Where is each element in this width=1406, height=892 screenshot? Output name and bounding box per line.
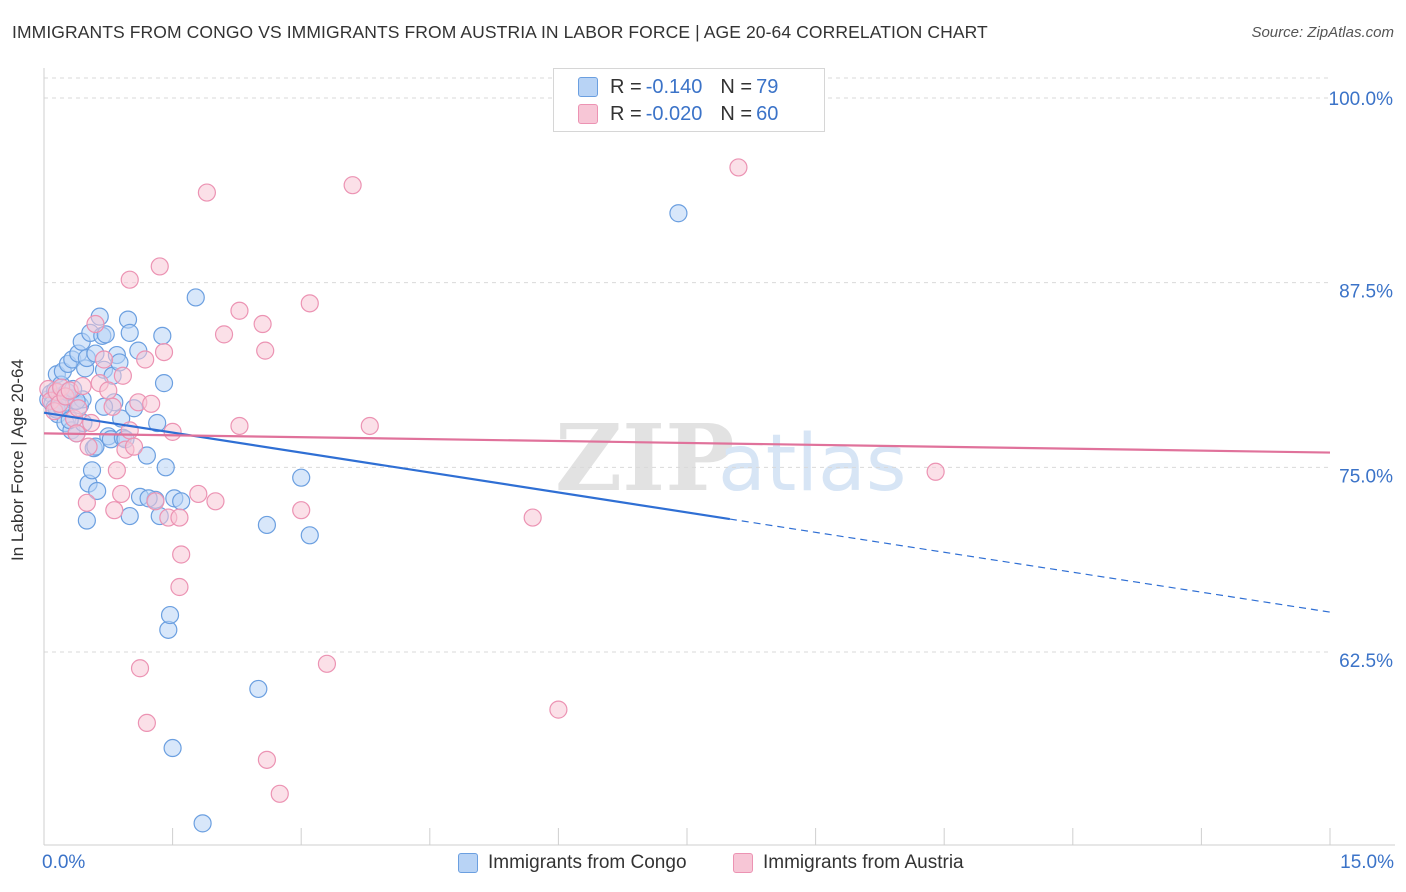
y-tick-label: 87.5% [1339, 282, 1393, 303]
legend-n-key: N = [720, 102, 753, 125]
point-austria [69, 399, 88, 418]
point-austria [256, 341, 275, 360]
series-swatch-austria [733, 853, 753, 873]
correlation-legend: R = -0.140 N = 79 R = -0.020 N = 60 [553, 68, 825, 132]
point-congo [137, 446, 156, 465]
point-austria [170, 577, 189, 597]
point-austria [729, 158, 748, 177]
point-austria [270, 784, 289, 803]
point-congo [160, 605, 180, 625]
series-legend-congo[interactable]: Immigrants from Congo [458, 852, 687, 874]
point-austria [172, 545, 191, 564]
point-congo [300, 526, 319, 545]
point-congo [257, 515, 277, 535]
legend-n-value: 79 [756, 75, 779, 98]
point-congo [88, 481, 107, 501]
point-austria [137, 713, 156, 733]
point-austria [523, 508, 542, 527]
chart-title: IMMIGRANTS FROM CONGO VS IMMIGRANTS FROM… [12, 22, 988, 42]
point-congo [82, 461, 102, 480]
point-austria [136, 350, 155, 369]
trendline-congo [43, 411, 731, 521]
point-congo [163, 738, 182, 758]
point-austria [317, 654, 337, 673]
point-austria [130, 659, 150, 678]
point-austria [360, 416, 379, 436]
point-congo [77, 511, 96, 530]
point-austria [549, 700, 568, 719]
point-austria [257, 750, 277, 769]
trendline-austria [43, 432, 1331, 454]
point-austria [253, 314, 272, 334]
point-austria [142, 394, 161, 413]
point-austria [189, 484, 208, 504]
y-tick-label: 75.0% [1339, 466, 1393, 487]
trendline-extension-congo [729, 518, 1331, 613]
point-congo [154, 374, 174, 393]
series-legend-austria[interactable]: Immigrants from Austria [733, 852, 964, 874]
point-austria [300, 294, 319, 313]
point-austria [926, 462, 945, 481]
point-austria [150, 257, 169, 276]
point-austria [103, 397, 122, 416]
y-tick-label: 62.5% [1339, 651, 1393, 672]
point-austria [86, 314, 105, 334]
x-tick-label-min: 0.0% [42, 852, 86, 873]
point-congo [148, 413, 167, 433]
point-austria [154, 343, 174, 362]
source-label: Source: ZipAtlas.com [1251, 24, 1394, 41]
watermark-atlas: atlas [718, 419, 907, 509]
point-austria [113, 366, 132, 385]
series-swatch-congo [458, 853, 478, 873]
legend-n-key: N = [720, 75, 753, 98]
point-congo [156, 458, 175, 477]
point-austria [79, 437, 98, 456]
y-tick-label: 100.0% [1329, 89, 1394, 110]
point-austria [99, 381, 118, 400]
point-austria [197, 183, 216, 202]
point-congo [120, 506, 139, 526]
legend-swatch-austria [578, 104, 598, 124]
legend-r-value: -0.140 [645, 75, 703, 98]
point-austria [105, 501, 124, 520]
point-austria [230, 301, 249, 320]
legend-r-key: R = [610, 102, 642, 125]
point-austria [206, 492, 225, 511]
point-austria [94, 350, 114, 369]
series-label-congo: Immigrants from Congo [488, 852, 687, 873]
point-austria [214, 325, 234, 344]
point-congo [186, 288, 205, 307]
point-austria [112, 484, 131, 504]
point-austria [82, 413, 101, 433]
x-tick-label-max: 15.0% [1340, 852, 1394, 873]
point-congo [249, 679, 268, 699]
point-austria [77, 493, 96, 512]
series-label-austria: Immigrants from Austria [763, 852, 964, 873]
point-austria [120, 270, 139, 289]
watermark-zip: ZIP [555, 404, 734, 512]
point-austria [292, 501, 311, 520]
point-austria [124, 437, 144, 456]
point-congo [669, 204, 688, 223]
point-congo [172, 492, 191, 511]
legend-row-congo: R = -0.140 N = 79 [578, 73, 796, 101]
point-congo [292, 468, 311, 487]
point-congo [193, 814, 212, 833]
legend-row-austria: R = -0.020 N = 60 [578, 100, 796, 128]
point-congo [120, 323, 139, 342]
legend-r-key: R = [610, 75, 642, 98]
point-austria [146, 492, 165, 511]
series-legend: Immigrants from Congo Immigrants from Au… [0, 852, 1406, 878]
point-austria [107, 461, 126, 480]
point-austria [343, 176, 362, 195]
point-austria [73, 376, 92, 396]
point-austria [170, 508, 189, 527]
legend-swatch-congo [578, 77, 598, 97]
legend-r-value: -0.020 [645, 102, 703, 125]
point-congo [153, 326, 172, 345]
legend-n-value: 60 [756, 102, 779, 125]
point-austria [230, 416, 249, 436]
